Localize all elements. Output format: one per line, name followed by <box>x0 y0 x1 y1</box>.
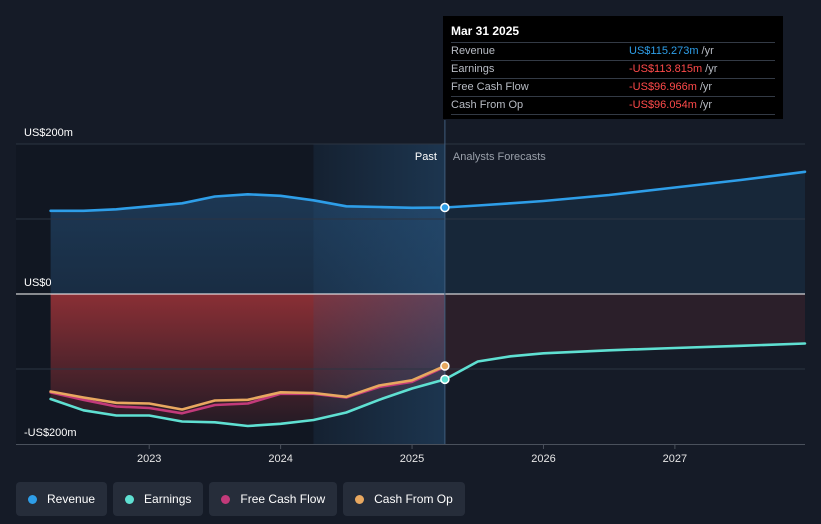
tooltip-row-value: US$115.273m <box>629 45 699 57</box>
chart-legend: Revenue Earnings Free Cash Flow Cash Fro… <box>16 482 465 516</box>
legend-item-revenue[interactable]: Revenue <box>16 482 108 516</box>
cash-from-op-marker <box>440 361 450 371</box>
past-label: Past <box>415 151 437 163</box>
tooltip-row-unit: /yr <box>705 63 718 75</box>
tooltip-row-name: Cash From Op <box>451 99 524 111</box>
legend-item-earnings[interactable]: Earnings <box>113 482 204 516</box>
tooltip-date: Mar 31 2025 <box>451 24 775 43</box>
cash-from-op-line <box>49 364 447 411</box>
tooltip-row-unit: /yr <box>699 81 713 93</box>
legend-dot-icon <box>355 494 365 504</box>
legend-dot-icon <box>28 494 37 504</box>
series-markers <box>440 202 450 385</box>
revenue-area-forecast <box>444 171 805 294</box>
x-tick-label: 2023 <box>137 453 161 465</box>
legend-label: Cash From Op <box>374 492 453 506</box>
legend-dot-icon <box>125 494 135 504</box>
tooltip-row-value: -US$96.966m <box>629 81 697 93</box>
free-cash-flow-line <box>49 365 447 415</box>
tooltip-row-name: Free Cash Flow <box>451 81 529 93</box>
x-tick-label: 2027 <box>663 453 687 465</box>
tooltip-row-free-cash-flow: Free Cash Flow -US$96.966m /yr <box>451 79 775 97</box>
tooltip-row-unit: /yr <box>699 99 713 111</box>
y-tick-label: US$200m <box>24 127 73 139</box>
y-tick-label: -US$200m <box>24 427 77 439</box>
tooltip-row-unit: /yr <box>701 45 714 57</box>
tooltip-row-value: -US$96.054m <box>629 99 697 111</box>
data-tooltip: Mar 31 2025 Revenue US$115.273m /yr Earn… <box>443 16 783 119</box>
legend-label: Revenue <box>47 492 96 506</box>
loss-area-forecast <box>444 294 805 380</box>
tooltip-row-revenue: Revenue US$115.273m /yr <box>451 43 775 61</box>
tooltip-row-name: Earnings <box>451 63 495 75</box>
legend-label: Free Cash Flow <box>240 492 326 506</box>
y-tick-label: US$0 <box>24 277 52 289</box>
forecast-label: Analysts Forecasts <box>453 151 546 163</box>
gridlines <box>16 120 805 445</box>
tooltip-row-cash-from-op: Cash From Op -US$96.054m /yr <box>451 97 775 115</box>
x-tick-label: 2026 <box>531 453 555 465</box>
axis-labels: US$200m US$0 -US$200m 2023 2024 2025 2026 2027 <box>24 127 687 465</box>
legend-item-free-cash-flow[interactable]: Free Cash Flow <box>209 482 338 516</box>
tooltip-row-name: Revenue <box>451 45 496 57</box>
x-tick-label: 2024 <box>268 453 292 465</box>
tooltip-row-value: -US$113.815m <box>629 63 703 75</box>
revenue-line <box>49 170 807 213</box>
x-tick-label: 2025 <box>400 453 424 465</box>
legend-label: Earnings <box>144 492 192 506</box>
legend-item-cash-from-op[interactable]: Cash From Op <box>343 482 465 516</box>
revenue-marker <box>440 202 450 213</box>
legend-dot-icon <box>221 494 231 504</box>
earnings-marker <box>440 374 450 385</box>
tooltip-row-earnings: Earnings -US$113.815m /yr <box>451 61 775 79</box>
series-lines <box>49 170 807 428</box>
earnings-line <box>49 342 807 428</box>
